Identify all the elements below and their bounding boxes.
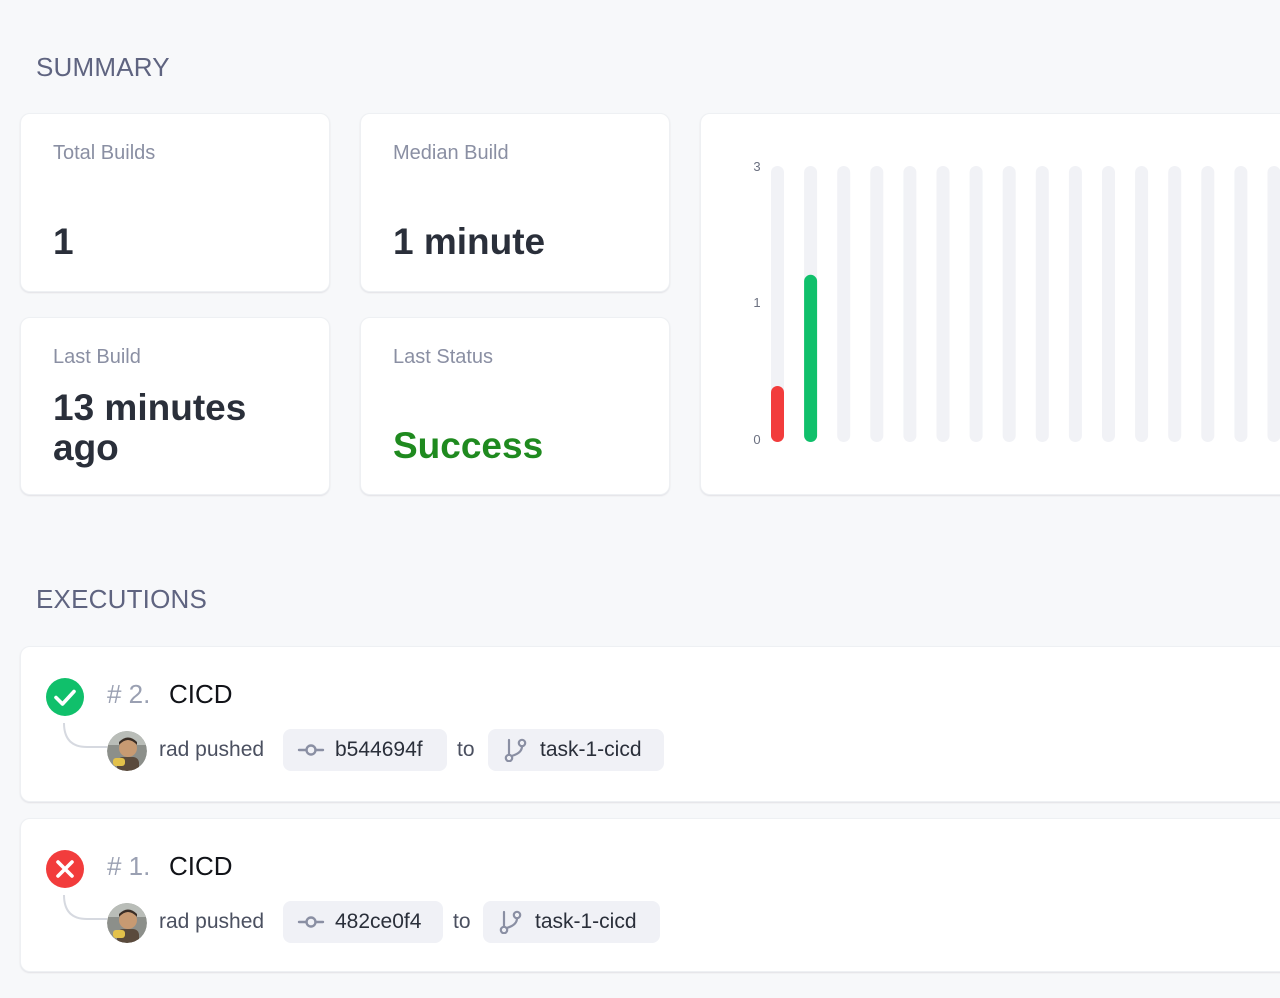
builds-chart: 3 1 0 xyxy=(753,159,1280,447)
execution-name[interactable]: CICD xyxy=(169,851,233,881)
avatar xyxy=(107,731,147,771)
last-build-value-line1: 13 minutes xyxy=(53,387,247,428)
bar-track xyxy=(1201,166,1215,442)
last-status-value: Success xyxy=(393,425,544,466)
execution-card[interactable]: # 1. CICD rad pushed xyxy=(20,818,1280,972)
build-bar[interactable] xyxy=(804,274,818,442)
bar-track xyxy=(1002,166,1016,442)
to-label: to xyxy=(457,738,475,761)
connector-line xyxy=(63,723,107,748)
last-status-card: Last Status Success xyxy=(360,317,670,495)
commit-hash: 482ce0f4 xyxy=(335,910,422,933)
last-build-card: Last Build 13 minutes ago xyxy=(20,317,330,495)
bar-track xyxy=(1035,166,1049,442)
branch-pill[interactable]: task-1-cicd xyxy=(488,729,664,771)
bar-track xyxy=(771,166,784,442)
total-builds-label: Total Builds xyxy=(53,142,156,164)
bar-track xyxy=(969,166,983,442)
executions-title: EXECUTIONS xyxy=(36,584,208,614)
y-tick-label: 1 xyxy=(753,295,760,310)
x-circle-icon xyxy=(46,850,84,888)
bar-track xyxy=(1135,166,1149,442)
total-builds-card: Total Builds 1 xyxy=(20,113,330,292)
bar-track xyxy=(1068,166,1082,442)
bar-track xyxy=(903,166,917,442)
build-bar[interactable] xyxy=(771,386,784,442)
git-commit-icon xyxy=(297,744,325,756)
branch-name: task-1-cicd xyxy=(535,910,637,933)
median-build-card: Median Build 1 minute xyxy=(360,113,670,292)
user-avatar-icon xyxy=(107,731,147,771)
execution-number: # 2. xyxy=(107,679,151,709)
commit-hash: b544694f xyxy=(335,738,423,761)
to-label: to xyxy=(453,910,471,933)
last-build-value: 13 minutes ago xyxy=(53,388,246,468)
median-build-label: Median Build xyxy=(393,142,509,164)
bar-track xyxy=(837,166,851,442)
commit-pill[interactable]: b544694f xyxy=(283,729,447,771)
last-build-label: Last Build xyxy=(53,346,141,368)
total-builds-value: 1 xyxy=(53,221,74,262)
execution-number: # 1. xyxy=(107,851,151,881)
execution-card[interactable]: # 2. CICD rad pushed xyxy=(20,646,1280,802)
git-branch-icon xyxy=(499,910,522,934)
commit-pill[interactable]: 482ce0f4 xyxy=(283,901,443,943)
user-avatar-icon xyxy=(107,903,147,943)
summary-title: SUMMARY xyxy=(36,52,170,82)
last-status-label: Last Status xyxy=(393,346,494,368)
avatar xyxy=(107,903,147,943)
check-circle-icon xyxy=(46,678,84,716)
branch-pill[interactable]: task-1-cicd xyxy=(483,901,660,943)
git-commit-icon xyxy=(297,916,325,928)
bar-track xyxy=(1267,166,1280,442)
bar-track xyxy=(1102,166,1115,442)
bar-track xyxy=(1234,166,1248,442)
bar-track xyxy=(1168,166,1182,442)
push-author: rad pushed xyxy=(159,910,265,933)
connector-line xyxy=(63,895,107,920)
median-build-value: 1 minute xyxy=(393,221,546,262)
last-build-value-line2: ago xyxy=(53,427,119,468)
branch-name: task-1-cicd xyxy=(540,738,642,761)
builds-chart-card: 3 1 0 xyxy=(700,113,1280,495)
y-tick-label: 3 xyxy=(753,159,760,174)
execution-name[interactable]: CICD xyxy=(169,679,233,709)
y-tick-label: 0 xyxy=(753,432,760,447)
git-branch-icon xyxy=(504,738,527,762)
bar-track xyxy=(870,166,884,442)
bar-track xyxy=(936,166,950,442)
push-author: rad pushed xyxy=(159,738,265,761)
